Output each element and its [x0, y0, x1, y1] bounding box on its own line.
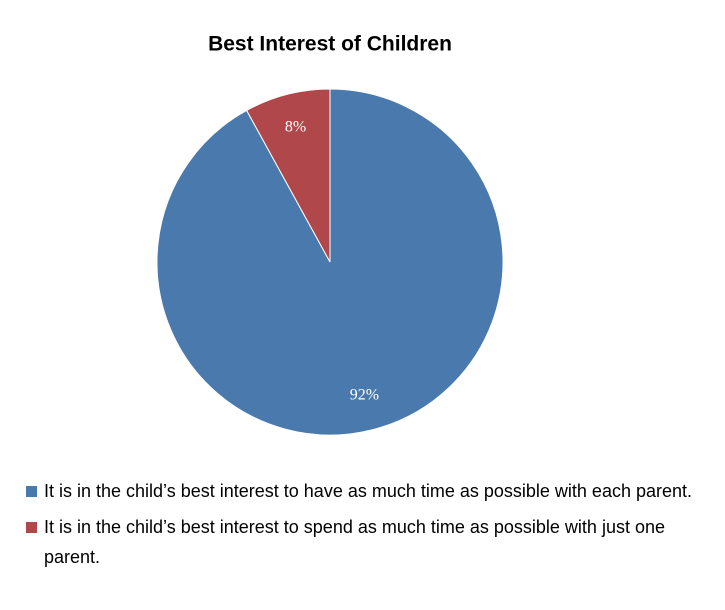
legend-item: It is in the child’s best interest to ha…: [22, 476, 717, 506]
legend-swatch: [26, 522, 37, 533]
legend-label: It is in the child’s best interest to sp…: [44, 517, 665, 567]
chart: Best Interest of Children 92% 8%: [156, 33, 504, 436]
data-label: 8%: [285, 119, 306, 136]
legend-label: It is in the child’s best interest to ha…: [44, 481, 692, 501]
data-label: 92%: [350, 387, 379, 404]
pie-slice: [245, 88, 331, 263]
legend-swatch: [26, 486, 37, 497]
chart-title: Best Interest of Children: [208, 33, 452, 56]
legend-item: It is in the child’s best interest to sp…: [22, 512, 717, 572]
legend: It is in the child’s best interest to ha…: [22, 476, 717, 578]
